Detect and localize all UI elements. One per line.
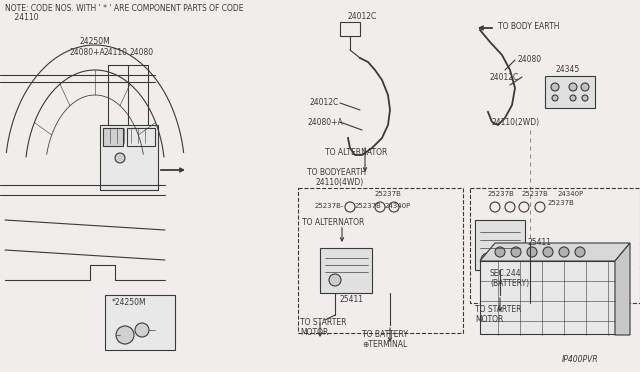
Text: 25411: 25411	[340, 295, 364, 304]
Text: TO BATTERY: TO BATTERY	[362, 330, 408, 339]
Text: 25237B: 25237B	[355, 203, 382, 209]
Circle shape	[135, 323, 149, 337]
Circle shape	[495, 247, 505, 257]
Circle shape	[551, 83, 559, 91]
Text: (BATTERY): (BATTERY)	[490, 279, 529, 288]
Circle shape	[552, 95, 558, 101]
Bar	[545, 76, 595, 108]
Text: TO ALTERNATOR: TO ALTERNATOR	[325, 148, 387, 157]
Text: 24110: 24110	[5, 13, 38, 22]
Circle shape	[570, 95, 576, 101]
Circle shape	[569, 83, 577, 91]
Text: 25237B: 25237B	[375, 191, 402, 197]
Bar	[127, 128, 155, 146]
Bar	[340, 22, 360, 36]
Text: 24080+A: 24080+A	[70, 48, 106, 57]
Text: 24080: 24080	[518, 55, 542, 64]
Bar	[475, 220, 525, 270]
Circle shape	[559, 247, 569, 257]
Text: ⊕TERMINAL: ⊕TERMINAL	[362, 340, 407, 349]
Text: 24012C: 24012C	[348, 12, 377, 21]
Text: MOTOR: MOTOR	[475, 315, 504, 324]
Text: 24340P: 24340P	[558, 191, 584, 197]
Bar	[103, 128, 123, 146]
Text: 25411: 25411	[528, 238, 552, 247]
Circle shape	[543, 247, 553, 257]
Text: TO BODY EARTH: TO BODY EARTH	[498, 22, 559, 31]
Text: 24012C: 24012C	[490, 73, 519, 82]
Circle shape	[329, 274, 341, 286]
Circle shape	[575, 247, 585, 257]
Text: TO STARTER: TO STARTER	[475, 305, 522, 314]
Text: 24340P: 24340P	[385, 203, 412, 209]
Circle shape	[527, 247, 537, 257]
Text: 24110(4WD): 24110(4WD)	[315, 178, 364, 187]
Text: *24250M: *24250M	[112, 298, 147, 307]
Text: 25237B: 25237B	[522, 191, 549, 197]
Circle shape	[116, 326, 134, 344]
Text: 24080: 24080	[130, 48, 154, 57]
Text: TO ALTERNATOR: TO ALTERNATOR	[302, 218, 364, 227]
Circle shape	[582, 95, 588, 101]
Text: 24345: 24345	[555, 65, 579, 74]
Circle shape	[581, 83, 589, 91]
Circle shape	[481, 253, 495, 267]
Polygon shape	[480, 243, 630, 261]
Text: 24080+A: 24080+A	[308, 118, 344, 127]
Circle shape	[511, 247, 521, 257]
Bar	[320, 248, 372, 293]
Text: TO STARTER: TO STARTER	[300, 318, 346, 327]
Circle shape	[115, 153, 125, 163]
Polygon shape	[615, 243, 630, 335]
Text: SEC.244: SEC.244	[490, 269, 522, 278]
Text: 24250M: 24250M	[80, 37, 111, 46]
Text: 24110(2WD): 24110(2WD)	[492, 118, 540, 127]
Text: 25237B: 25237B	[548, 200, 575, 206]
Text: MOTOR: MOTOR	[300, 328, 328, 337]
Bar	[470, 188, 640, 303]
Bar	[105, 295, 175, 350]
Bar	[100, 125, 158, 190]
Text: 25237B-: 25237B-	[315, 203, 344, 209]
Text: NOTE: CODE NOS. WITH ' * ' ARE COMPONENT PARTS OF CODE: NOTE: CODE NOS. WITH ' * ' ARE COMPONENT…	[5, 4, 243, 13]
Text: TO BODYEARTH: TO BODYEARTH	[307, 168, 366, 177]
Text: 25237B: 25237B	[488, 191, 515, 197]
Bar	[480, 261, 615, 334]
Text: IP400PVR: IP400PVR	[562, 355, 598, 364]
Bar	[298, 188, 463, 333]
Text: 24110: 24110	[103, 48, 127, 57]
Text: 24012C: 24012C	[310, 98, 339, 107]
